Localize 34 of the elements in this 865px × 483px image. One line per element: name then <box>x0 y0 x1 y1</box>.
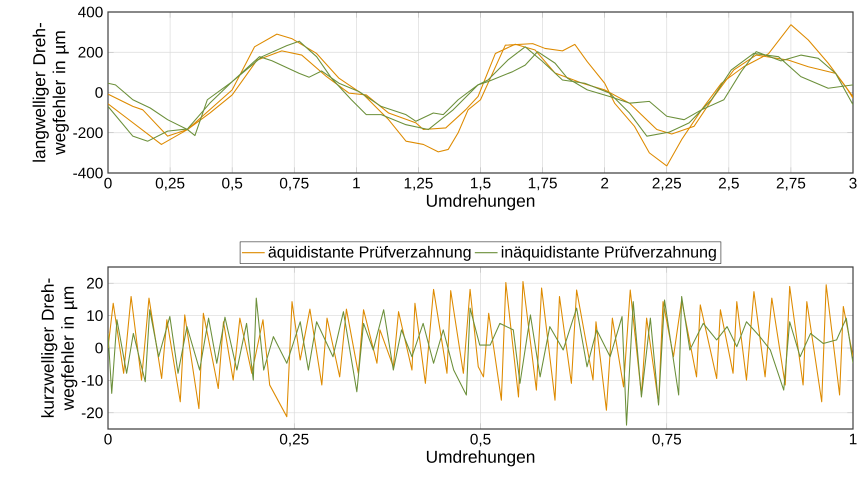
y-tick-label: 400 <box>78 6 103 18</box>
x-tick-label: 2,75 <box>776 178 806 190</box>
x-tick-label: 0 <box>104 178 112 189</box>
x-axis-title: Umdrehungen <box>426 450 534 466</box>
x-tick-label: 1 <box>850 434 857 444</box>
y-tick-label: 200 <box>78 46 103 58</box>
legend-label: äquidistante Prüfverzahnung <box>268 246 471 261</box>
x-tick-label: 2,25 <box>652 178 682 190</box>
x-tick-label: 1,25 <box>404 178 433 190</box>
y-tick-label: 0 <box>95 87 103 98</box>
x-tick-label: 0 <box>104 434 112 445</box>
y-tick-label: 10 <box>87 310 103 322</box>
y-tick-label: -200 <box>73 127 103 138</box>
x-tick-label: 0,25 <box>280 434 309 446</box>
y-tick-label: 0 <box>95 342 103 354</box>
y-axis-title: langwelliger Dreh-wegfehler in µm <box>32 23 69 162</box>
x-tick-label: 0,5 <box>222 178 242 190</box>
y-tick-label: -20 <box>82 407 103 418</box>
x-tick-label: 1,75 <box>528 178 557 190</box>
x-tick-label: 0,25 <box>156 178 184 190</box>
x-tick-label: 1,5 <box>471 178 491 190</box>
x-tick-label: 0,5 <box>470 434 491 446</box>
y-tick-label: -10 <box>82 374 103 386</box>
y-tick-label: 20 <box>87 278 103 289</box>
x-tick-label: 2 <box>601 178 608 188</box>
y-tick-label: -400 <box>73 168 103 178</box>
y-axis-title: kurzwelliger Dreh-wegfehler in µm <box>41 278 78 418</box>
x-tick-label: 3 <box>849 178 857 189</box>
x-tick-label: 0,75 <box>652 434 682 446</box>
x-tick-label: 0,75 <box>280 178 309 190</box>
x-axis-title: Umdrehungen <box>426 194 534 210</box>
x-tick-label: 1 <box>353 178 360 188</box>
legend-label: inäquidistante Prüfverzahnung <box>502 246 716 261</box>
x-tick-label: 2,5 <box>718 178 739 190</box>
